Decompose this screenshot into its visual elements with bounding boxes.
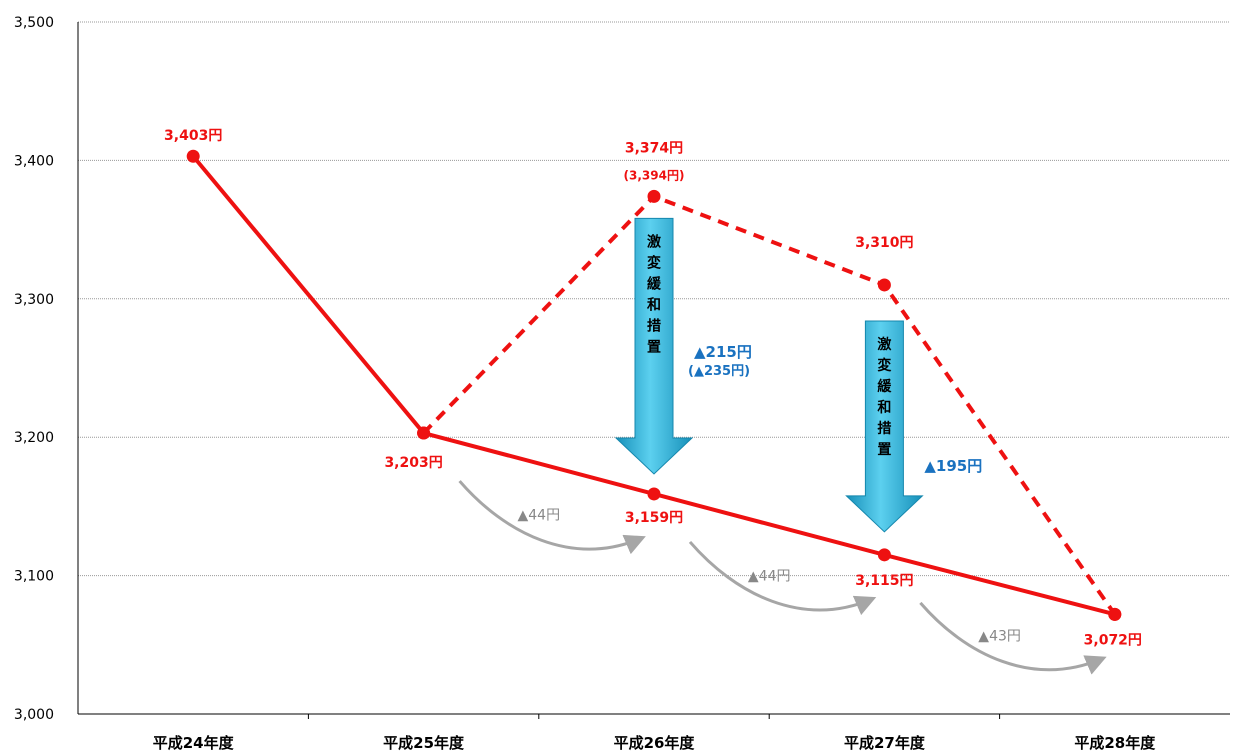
solid-data-label: 3,403円 [164,128,222,144]
data-point [877,548,891,562]
x-tick-label: 平成26年度 [614,734,696,751]
data-point [647,487,661,501]
dashed-data-label: 3,374円 [625,140,683,156]
solid-data-label: 3,203円 [384,455,442,471]
y-tick-label: 3,300 [14,292,54,308]
y-tick-label: 3,000 [14,707,54,723]
solid-data-label: 3,115円 [855,573,913,589]
x-tick-label: 平成25年度 [383,734,465,751]
step-decrease-arrow [919,601,1107,675]
step-decrease-arrow [688,540,877,616]
step-decrease-label: ▲44円 [518,507,561,523]
dashed-series-line [422,194,1117,616]
dashed-sub-label: (3,394円) [624,168,685,182]
step-decrease-arrow [458,480,646,555]
solid-data-label: 3,159円 [625,510,683,526]
step-decrease-arrows: ▲44円 ▲44円 ▲43円 [458,480,1107,675]
mitigation-amount-sub: (▲235円) [688,364,750,379]
x-tick-label: 平成24年度 [153,734,235,751]
mitigation-arrow [845,320,924,533]
mitigation-arrow-text: 激変緩和措置 [647,233,662,355]
axes: 3,000 3,100 3,200 3,300 3,400 3,500 平成24年度 平成25… [14,15,1230,751]
data-point [1108,607,1122,621]
data-point [417,426,431,440]
mitigation-arrow-text: 激変緩和措置 [877,336,892,458]
y-tick-label: 3,500 [14,15,54,31]
y-tick-label: 3,200 [14,430,54,446]
mitigation-arrows: 激変緩和措置 ▲215円 (▲235円) 激変緩和措置 ▲195円 [614,217,982,533]
y-tick-label: 3,400 [14,153,54,169]
data-point [877,278,891,292]
series [186,149,1122,621]
mitigation-amount: ▲195円 [924,457,982,475]
mitigation-arrow [614,217,694,475]
solid-data-label: 3,072円 [1084,632,1142,648]
x-tick-label: 平成27年度 [844,734,926,751]
dashed-data-label: 3,310円 [855,235,913,251]
step-decrease-label: ▲44円 [748,568,791,584]
y-tick-label: 3,100 [14,569,54,585]
data-point [647,189,661,203]
data-labels: 3,403円 3,203円 3,159円 3,115円 3,072円 3,374円 (3,3… [164,128,1142,648]
step-decrease-label: ▲43円 [978,629,1021,645]
x-tick-label: 平成28年度 [1074,734,1156,751]
data-point [186,149,200,163]
mitigation-amount: ▲215円 [694,343,752,361]
